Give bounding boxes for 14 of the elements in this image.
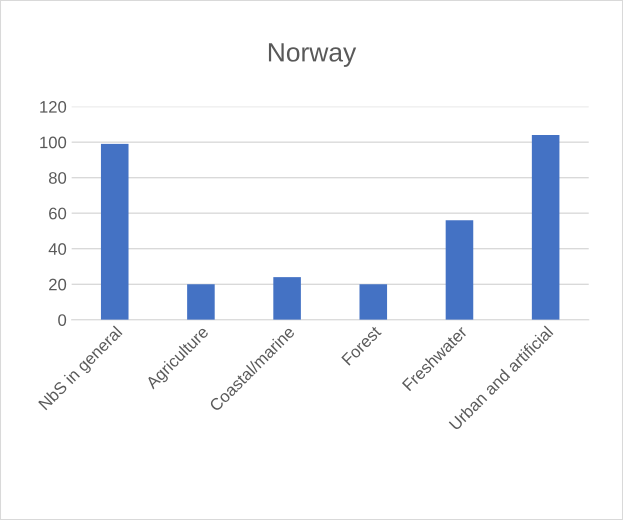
y-tick-label: 0 [58,314,66,326]
y-tick-label: 20 [49,278,66,290]
y-tick-label: 60 [49,208,66,220]
y-tick-label: 80 [48,172,66,184]
bar [187,284,215,320]
y-tick-label: 120 [40,101,66,113]
bar [532,135,560,320]
bar [359,284,388,320]
y-tick-label: 100 [40,136,66,148]
chart-title: Norway [268,43,356,67]
bar [100,144,129,320]
bar [273,277,301,320]
y-tick-label: 40 [48,243,66,255]
bar [446,220,474,320]
